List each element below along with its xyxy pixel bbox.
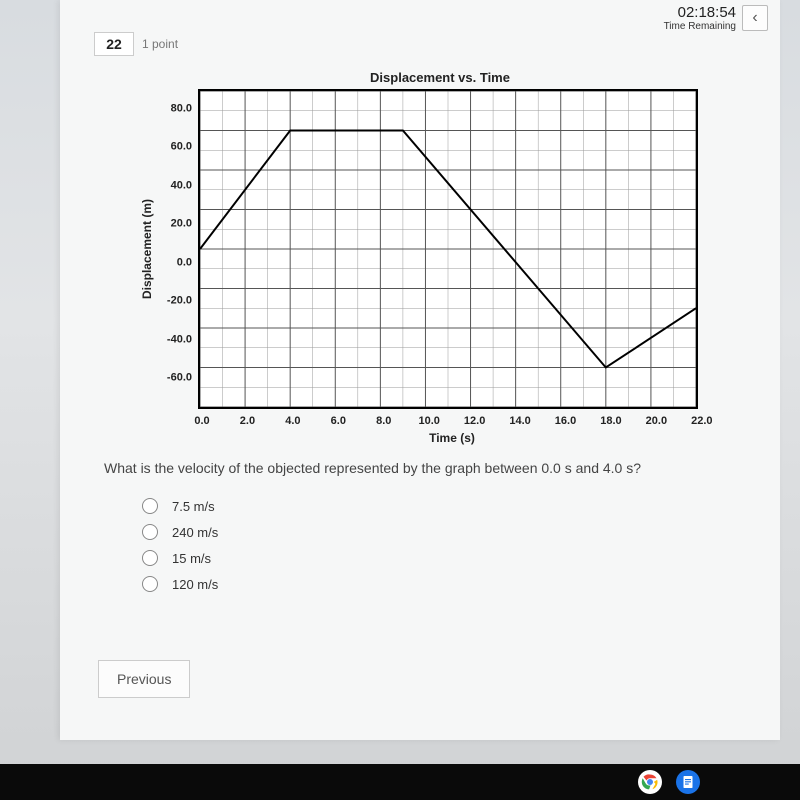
question-points: 1 point — [142, 32, 178, 56]
x-tick-label: 20.0 — [634, 415, 679, 427]
y-tick-label: 20.0 — [158, 219, 192, 230]
x-axis-ticks: 0.02.04.06.08.010.012.014.016.018.020.02… — [202, 415, 702, 427]
option-label: 120 m/s — [172, 577, 218, 592]
timer-block: 02:18:54 Time Remaining — [664, 4, 736, 32]
timer-value: 02:18:54 — [664, 4, 736, 21]
radio-icon — [142, 576, 158, 592]
y-axis-label: Displacement (m) — [140, 199, 154, 299]
x-tick-label: 8.0 — [361, 415, 406, 427]
x-tick-label: 0.0 — [179, 415, 224, 427]
timer-area: 02:18:54 Time Remaining ‹ — [664, 4, 768, 32]
chart-title: Displacement vs. Time — [140, 70, 740, 85]
x-tick-label: 4.0 — [270, 415, 315, 427]
x-tick-label: 16.0 — [543, 415, 588, 427]
radio-icon — [142, 498, 158, 514]
answer-options: 7.5 m/s 240 m/s 15 m/s 120 m/s — [142, 488, 218, 602]
x-tick-label: 10.0 — [406, 415, 451, 427]
answer-option-2[interactable]: 15 m/s — [142, 550, 218, 566]
option-label: 7.5 m/s — [172, 499, 215, 514]
question-number-badge: 22 — [94, 32, 134, 56]
y-tick-label: -40.0 — [158, 334, 192, 345]
timer-label: Time Remaining — [664, 21, 736, 32]
radio-icon — [142, 550, 158, 566]
chart-body: Displacement (m) 80.0 60.0 40.0 20.0 0.0 -20.… — [140, 89, 740, 409]
chrome-icon[interactable] — [638, 770, 662, 794]
x-tick-label: 14.0 — [497, 415, 542, 427]
chart-container: Displacement vs. Time Displacement (m) 8… — [140, 70, 740, 445]
y-tick-label: 0.0 — [158, 257, 192, 268]
option-label: 15 m/s — [172, 551, 211, 566]
radio-icon — [142, 524, 158, 540]
previous-button[interactable]: Previous — [98, 660, 190, 698]
x-tick-label: 2.0 — [225, 415, 270, 427]
plot-area — [198, 89, 698, 409]
x-tick-label: 12.0 — [452, 415, 497, 427]
x-tick-label: 18.0 — [588, 415, 633, 427]
x-axis-label: Time (s) — [202, 431, 702, 445]
y-tick-label: -20.0 — [158, 296, 192, 307]
nav-back-button[interactable]: ‹ — [742, 5, 768, 31]
answer-option-1[interactable]: 240 m/s — [142, 524, 218, 540]
y-tick-label: 80.0 — [158, 104, 192, 115]
question-text: What is the velocity of the objected rep… — [104, 460, 744, 476]
y-axis-ticks: 80.060.040.020.00.0-20.0-40.0-60.0 — [158, 109, 192, 389]
y-tick-label: 40.0 — [158, 180, 192, 191]
x-tick-label: 6.0 — [316, 415, 361, 427]
option-label: 240 m/s — [172, 525, 218, 540]
y-tick-label: -60.0 — [158, 372, 192, 383]
quiz-page: 02:18:54 Time Remaining ‹ 22 1 point Dis… — [60, 0, 780, 740]
x-tick-label: 22.0 — [679, 415, 724, 427]
docs-icon[interactable] — [676, 770, 700, 794]
question-header: 22 1 point — [94, 32, 178, 56]
chevron-left-icon: ‹ — [752, 9, 757, 27]
taskbar — [0, 764, 800, 800]
chart-svg — [200, 91, 696, 407]
y-tick-label: 60.0 — [158, 142, 192, 153]
answer-option-3[interactable]: 120 m/s — [142, 576, 218, 592]
answer-option-0[interactable]: 7.5 m/s — [142, 498, 218, 514]
